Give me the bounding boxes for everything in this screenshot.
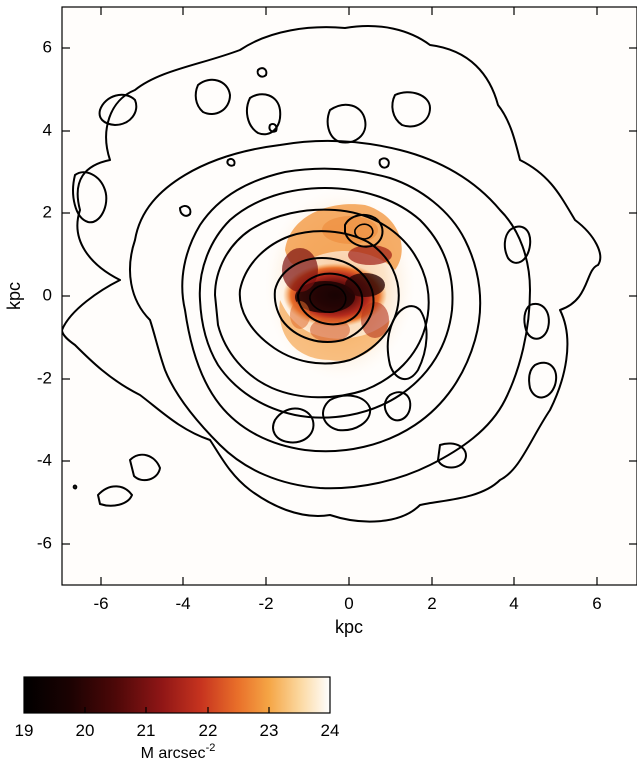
- contour-lines: [62, 25, 602, 523]
- colorbar-title: M arcsec-2: [141, 742, 216, 762]
- y-tick-label: -6: [37, 533, 52, 552]
- x-tick-label: 0: [344, 594, 353, 613]
- colorbar-tick-label: 23: [260, 721, 279, 740]
- colorbar-tick-label: 19: [15, 721, 34, 740]
- y-tick-label: 6: [43, 37, 52, 56]
- x-tick-label: 4: [509, 594, 518, 613]
- axis-ticks: [62, 7, 637, 585]
- colorbar-title-text: M arcsec: [141, 745, 206, 762]
- colorbar-gradient: [23, 676, 331, 714]
- x-tick-label: -2: [258, 594, 273, 613]
- x-tick-label: 2: [427, 594, 436, 613]
- x-tick-label: -6: [93, 594, 108, 613]
- colorbar-title-superscript: -2: [206, 742, 216, 754]
- y-axis-title: kpc: [4, 282, 24, 310]
- colorbar-tick-label: 20: [76, 721, 95, 740]
- colorbar-tick-label: 24: [321, 721, 340, 740]
- heatmap-image: [265, 190, 415, 380]
- y-tick-label: 4: [43, 120, 52, 139]
- x-tick-label: -4: [175, 594, 190, 613]
- y-tick-label: 0: [43, 285, 52, 304]
- y-tick-label: -2: [37, 368, 52, 387]
- colorbar-tick-label: 22: [199, 721, 218, 740]
- x-axis-title: kpc: [335, 617, 363, 637]
- y-tick-label: -4: [37, 450, 52, 469]
- x-tick-label: 6: [592, 594, 601, 613]
- y-tick-label: 2: [43, 202, 52, 221]
- x-tick-labels: -6 -4 -2 0 2 4 6: [93, 594, 601, 613]
- colorbar-tick-label: 21: [137, 721, 156, 740]
- y-tick-labels: -6 -4 -2 0 2 4 6: [37, 37, 52, 552]
- colorbar: 19 20 21 22 23 24 M arcsec-2: [15, 676, 340, 762]
